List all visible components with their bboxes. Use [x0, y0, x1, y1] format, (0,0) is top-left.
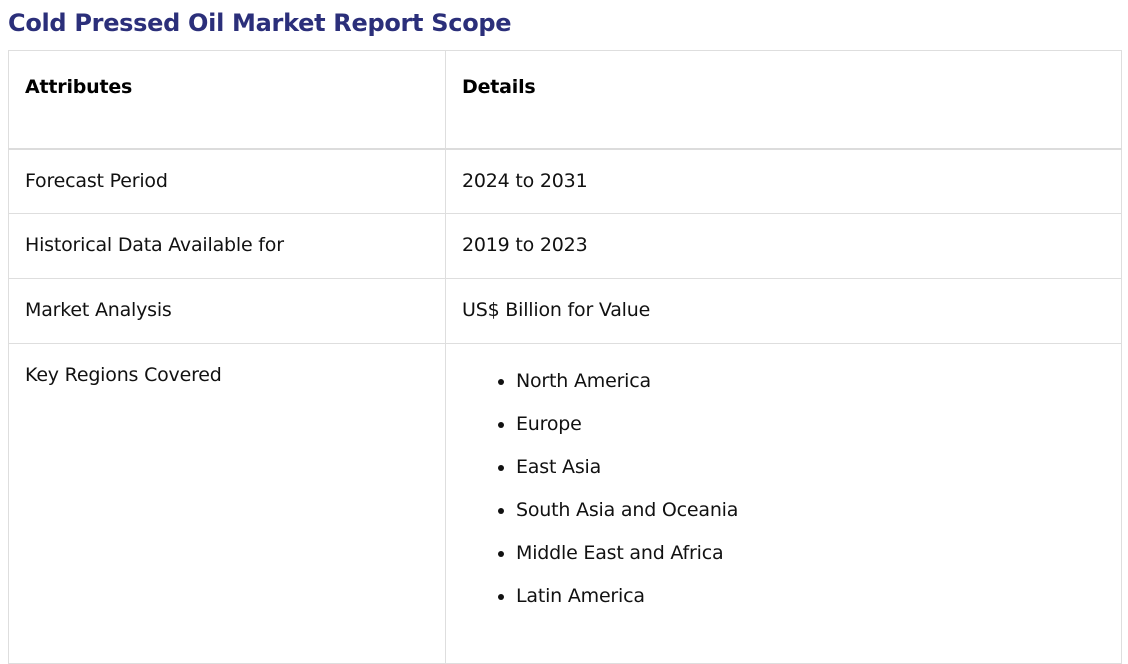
attribute-cell: Historical Data Available for — [8, 213, 446, 279]
list-item: South Asia and Oceania — [516, 497, 1105, 523]
page-title: Cold Pressed Oil Market Report Scope — [8, 9, 512, 37]
attribute-cell: Forecast Period — [8, 148, 446, 214]
table-row: Key Regions Covered North America Europe… — [8, 343, 1122, 664]
list-item: Europe — [516, 411, 1105, 437]
table-row: Forecast Period 2024 to 2031 — [8, 148, 1122, 214]
list-item: North America — [516, 368, 1105, 394]
table-row: Market Analysis US$ Billion for Value — [8, 278, 1122, 344]
attribute-cell: Key Regions Covered — [8, 343, 446, 664]
report-scope-table: Attributes Details Forecast Period 2024 … — [8, 50, 1122, 664]
list-item: East Asia — [516, 454, 1105, 480]
region-list: North America Europe East Asia South Asi… — [462, 368, 1105, 609]
detail-cell: US$ Billion for Value — [445, 278, 1122, 344]
attribute-cell: Market Analysis — [8, 278, 446, 344]
column-header-details: Details — [445, 50, 1122, 149]
detail-cell: North America Europe East Asia South Asi… — [445, 343, 1122, 664]
detail-cell: 2019 to 2023 — [445, 213, 1122, 279]
detail-cell: 2024 to 2031 — [445, 148, 1122, 214]
column-header-attributes: Attributes — [8, 50, 446, 149]
table-row: Historical Data Available for 2019 to 20… — [8, 213, 1122, 279]
table-header-row: Attributes Details — [8, 50, 1122, 149]
list-item: Middle East and Africa — [516, 540, 1105, 566]
list-item: Latin America — [516, 583, 1105, 609]
